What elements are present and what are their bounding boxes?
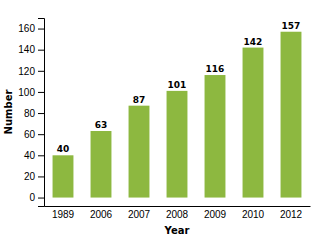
bar [281,32,302,198]
x-tick-label: 2012 [280,209,303,220]
bar [243,48,264,198]
y-tick-label: 40 [24,150,36,161]
bar [167,91,188,198]
y-tick: 160 [18,23,44,34]
data-label: 87 [133,95,146,105]
bar [129,106,150,198]
x-tick-label: 2009 [204,209,227,220]
y-tick: 0 [29,192,44,203]
y-tick-mark [38,176,44,177]
data-labels: 40 63 87 101 116 142 157 [57,21,301,155]
x-tick: 2012 [280,209,303,220]
y-tick: 140 [18,44,44,55]
x-tick: 2007 [128,209,151,220]
y-tick: 80 [24,108,44,119]
y-axis-title: Number [3,90,14,135]
y-tick-mark [38,155,44,156]
y-tick-label: 80 [24,108,36,119]
y-tick-mark [38,113,44,114]
x-tick-label: 2006 [90,209,113,220]
y-tick: 20 [24,171,44,182]
bar [53,155,74,197]
bar [205,75,226,198]
data-label: 142 [244,37,263,47]
data-label: 63 [95,120,108,130]
y-tick-mark [38,50,44,51]
data-label: 157 [282,21,301,31]
y-tick: 120 [18,66,44,77]
x-tick-label: 2007 [128,209,151,220]
y-tick-mark [38,198,44,199]
y-tick-label: 20 [24,171,36,182]
y-tick-label: 100 [18,87,35,98]
data-label: 116 [206,64,225,74]
x-axis: 1989 2006 2007 2008 2009 2010 2012 [45,207,311,221]
x-tick: 2010 [242,209,265,220]
y-tick-label: 140 [18,44,35,55]
plot: 0 20 40 60 80 100 120 140 160 1989 2006 2007 2008 200… [18,19,310,221]
y-tick: 100 [18,87,44,98]
bars [53,32,302,198]
bar [91,131,112,198]
y-tick: 60 [24,129,44,140]
x-tick-label: 2010 [242,209,265,220]
x-tick-label: 1989 [52,209,75,220]
y-tick: 40 [24,150,44,161]
x-tick: 2009 [204,209,227,220]
chart: 0 20 40 60 80 100 120 140 160 1989 2006 2007 2008 200… [0,0,320,240]
y-tick-mark [38,71,44,72]
y-tick-label: 160 [18,23,35,34]
y-tick-mark [38,29,44,30]
y-tick-mark [38,134,44,135]
y-tick-label: 0 [29,192,35,203]
y-axis-line [38,19,45,207]
x-axis-line [45,206,311,207]
x-tick: 1989 [52,209,75,220]
y-axis: 0 20 40 60 80 100 120 140 160 [18,19,44,207]
y-tick-mark [38,92,44,93]
y-tick-label: 120 [18,66,35,77]
y-tick-label: 60 [24,129,36,140]
data-label: 40 [57,144,70,154]
data-label: 101 [168,80,187,90]
x-tick: 2008 [166,209,189,220]
x-axis-title: Year [164,225,190,236]
x-tick-label: 2008 [166,209,189,220]
x-tick: 2006 [90,209,113,220]
